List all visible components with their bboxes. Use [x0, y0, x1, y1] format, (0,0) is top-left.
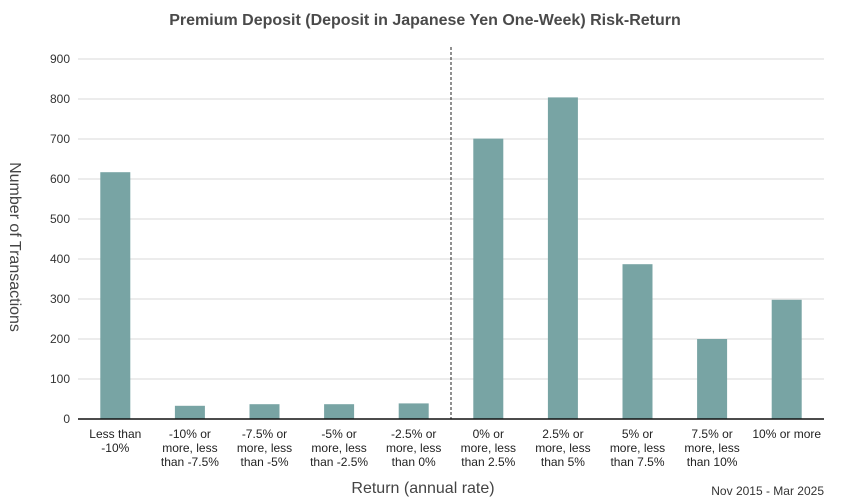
- bar: [473, 138, 504, 419]
- x-tick-label: 7.5% or more, less than 10%: [684, 427, 739, 469]
- y-tick-label: 400: [50, 252, 70, 266]
- x-tick-label-line: more, less: [535, 441, 590, 455]
- x-tick-label: -7.5% or more, less than -5%: [237, 427, 292, 469]
- x-tick-label-line: than 7.5%: [610, 455, 664, 469]
- x-tick-label: 2.5% or more, less than 5%: [535, 427, 590, 469]
- x-tick-label-line: than 10%: [687, 455, 738, 469]
- y-tick-label: 800: [50, 92, 70, 106]
- x-tick-label-line: 10% or more: [752, 427, 821, 441]
- x-tick-label-line: 2.5% or: [542, 427, 583, 441]
- y-tick-label: 600: [50, 172, 70, 186]
- y-tick-label: 900: [50, 52, 70, 66]
- y-tick-label: 100: [50, 372, 70, 386]
- bar: [622, 264, 653, 419]
- bar: [324, 404, 355, 419]
- x-tick-label: -10% or more, less than -7.5%: [161, 427, 219, 469]
- x-tick-label-line: -2.5% or: [391, 427, 436, 441]
- x-tick-label-line: 0% or: [473, 427, 504, 441]
- x-tick-label-line: -10% or: [169, 427, 211, 441]
- x-tick-label-line: than -5%: [240, 455, 288, 469]
- x-tick-label-line: more, less: [311, 441, 366, 455]
- x-tick-label-line: -7.5% or: [242, 427, 287, 441]
- period-label: Nov 2015 - Mar 2025: [711, 484, 824, 498]
- x-tick-label-line: than -7.5%: [161, 455, 219, 469]
- y-tick-label: 200: [50, 332, 70, 346]
- x-tick-label: 10% or more: [752, 427, 821, 441]
- x-tick-label: 5% or more, less than 7.5%: [610, 427, 665, 469]
- chart-title: Premium Deposit (Deposit in Japanese Yen…: [169, 12, 681, 29]
- x-tick-label-line: than 5%: [541, 455, 585, 469]
- bar: [249, 404, 280, 419]
- y-tick-label: 500: [50, 212, 70, 226]
- y-tick-label: 0: [63, 412, 70, 426]
- x-tick-label-line: 5% or: [622, 427, 653, 441]
- bar: [547, 97, 578, 420]
- x-axis-title: Return (annual rate): [0, 480, 850, 498]
- x-tick-label-line: than -2.5%: [310, 455, 368, 469]
- x-tick-label-line: 7.5% or: [691, 427, 732, 441]
- bar: [100, 172, 131, 419]
- x-tick-label-line: more, less: [610, 441, 665, 455]
- x-tick-label-line: than 0%: [392, 455, 436, 469]
- x-tick-label-line: Less than: [89, 427, 141, 441]
- x-tick-label-line: -5% or: [321, 427, 356, 441]
- x-tick-label-line: more, less: [684, 441, 739, 455]
- x-tick-label-line: more, less: [386, 441, 441, 455]
- x-tick-label-line: more, less: [237, 441, 292, 455]
- x-tick-label-line: than 2.5%: [461, 455, 515, 469]
- bar: [771, 299, 802, 419]
- y-tick-label: 700: [50, 132, 70, 146]
- y-tick-label: 300: [50, 292, 70, 306]
- x-tick-label: 0% or more, less than 2.5%: [461, 427, 516, 469]
- x-tick-label-line: -10%: [101, 441, 129, 455]
- x-tick-label: -2.5% or more, less than 0%: [386, 427, 441, 469]
- bar: [398, 403, 429, 419]
- x-axis-title-text: Return (annual rate): [351, 480, 495, 497]
- x-tick-label-line: more, less: [461, 441, 516, 455]
- x-tick-label: Less than -10%: [89, 427, 141, 455]
- x-tick-label-line: more, less: [162, 441, 217, 455]
- bar: [174, 405, 205, 419]
- bar: [697, 339, 728, 419]
- x-tick-label: -5% or more, less than -2.5%: [310, 427, 368, 469]
